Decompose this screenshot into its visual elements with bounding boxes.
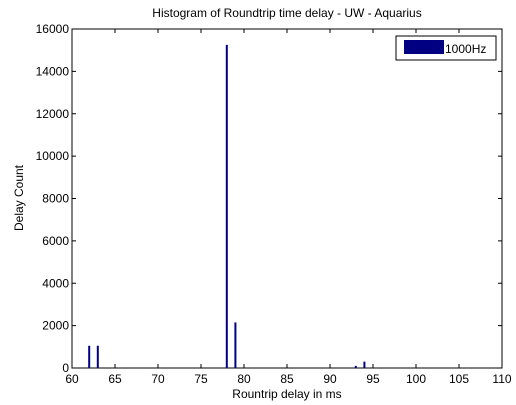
histogram-bar [234, 322, 237, 368]
chart-title: Histogram of Roundtrip time delay - UW -… [152, 6, 421, 20]
x-tick-label: 80 [237, 372, 251, 386]
x-axis-title: Rountrip delay in ms [232, 387, 341, 401]
y-tick-label: 8000 [42, 192, 69, 206]
x-tick-label: 105 [449, 372, 469, 386]
y-axis-title: Delay Count [12, 164, 26, 231]
y-tick-label: 16000 [36, 22, 70, 36]
bar-group [88, 44, 366, 368]
y-tick-label: 4000 [42, 276, 69, 290]
x-tick-label: 90 [323, 372, 337, 386]
histogram-bar [363, 361, 366, 368]
legend-swatch [404, 40, 444, 54]
legend: 1000Hz [395, 35, 497, 61]
y-tick-label: 2000 [42, 319, 69, 333]
x-tick-label: 60 [65, 372, 79, 386]
y-tick-label: 6000 [42, 234, 69, 248]
y-tick-label: 0 [62, 361, 69, 375]
histogram-bar [354, 365, 357, 368]
y-axis: 0 2000 4000 6000 8000 10000 12000 14000 16000 [36, 22, 502, 375]
x-tick-label: 110 [492, 372, 511, 386]
x-tick-label: 75 [194, 372, 208, 386]
y-tick-label: 10000 [36, 149, 70, 163]
x-tick-label: 100 [406, 372, 426, 386]
plot-area-frame [71, 28, 503, 369]
x-tick-label: 65 [108, 372, 122, 386]
histogram-bar [225, 44, 228, 368]
y-tick-label: 12000 [36, 107, 70, 121]
legend-label: 1000Hz [445, 42, 486, 56]
histogram-bar [88, 345, 91, 368]
y-tick-label: 14000 [36, 64, 70, 78]
x-axis: 60 65 70 75 80 85 90 95 100 105 110 [65, 29, 512, 386]
histogram-bar [96, 345, 99, 368]
x-tick-label: 95 [366, 372, 380, 386]
x-tick-label: 70 [151, 372, 165, 386]
x-tick-label: 85 [280, 372, 294, 386]
